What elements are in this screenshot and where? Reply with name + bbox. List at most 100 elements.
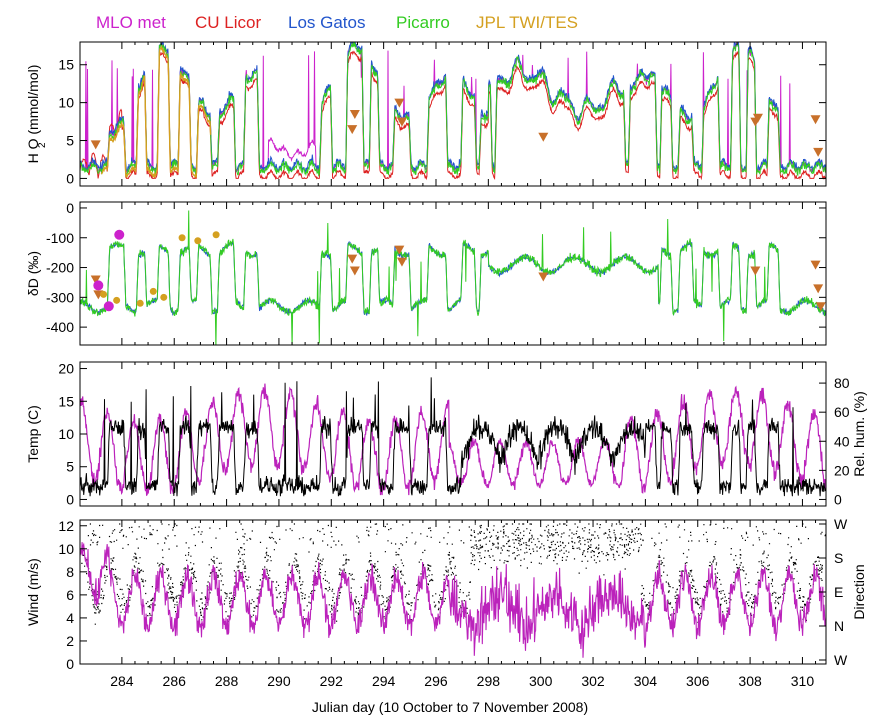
legend-los-gatos: Los Gatos — [288, 13, 366, 32]
y-tick-label: 10 — [58, 541, 74, 557]
jpl-dot — [136, 299, 144, 307]
x-tick-label: 298 — [477, 673, 501, 689]
x-tick-label: 288 — [215, 673, 239, 689]
panel-2-data — [80, 210, 826, 345]
jpl-dot — [160, 293, 168, 301]
y-tick-label: -300 — [46, 289, 74, 305]
y-tick-label: 5 — [66, 459, 74, 475]
series-mlo-met — [80, 42, 826, 174]
y-axis-label: Wind (m/s) — [25, 558, 41, 626]
x-tick-label: 306 — [686, 673, 710, 689]
y-tick-label: 5 — [66, 133, 74, 149]
tes-marker — [813, 284, 824, 294]
y-tick-label: 2 — [66, 633, 74, 649]
jpl-dot — [178, 234, 186, 242]
y-tick-label: 0 — [66, 656, 74, 672]
y-tick-label: -100 — [46, 230, 74, 246]
tes-marker — [90, 140, 101, 150]
jpl-dot — [113, 296, 121, 304]
right-y-tick-label: W — [834, 516, 848, 532]
legend-mlo-met: MLO met — [96, 13, 166, 32]
x-tick-label: 310 — [791, 673, 815, 689]
plot-frame — [79, 361, 827, 507]
series-temp — [80, 377, 826, 497]
tes-marker — [396, 257, 407, 267]
right-y-axis-label: Rel. hum. (%) — [851, 391, 867, 477]
series-rel-hum — [80, 383, 826, 497]
tes-marker — [394, 98, 405, 108]
tes-marker — [347, 125, 358, 135]
y-axis-label: δD (‰) — [25, 251, 41, 296]
y-tick-label: 8 — [66, 564, 74, 580]
tes-marker — [396, 117, 407, 127]
y-tick-label: -200 — [46, 260, 74, 276]
y-tick-label: 10 — [58, 426, 74, 442]
tes-marker — [394, 245, 405, 255]
x-tick-label: 292 — [320, 673, 344, 689]
panel-4: 0 2 4 6 8 10 12 W N E S W Wind (m/s) Direction 284 286 2… — [25, 516, 867, 689]
tes-marker — [815, 302, 826, 312]
x-tick-label: 302 — [581, 673, 605, 689]
right-y-tick-label: 60 — [834, 404, 850, 420]
right-y-tick-label: N — [834, 618, 844, 634]
x-tick-label: 290 — [267, 673, 291, 689]
y-tick-label: 0 — [66, 170, 74, 186]
panel-4-data — [80, 523, 826, 658]
tes-marker — [750, 266, 761, 276]
x-tick-label: 296 — [424, 673, 448, 689]
tes-marker — [349, 266, 360, 276]
tes-marker — [90, 275, 101, 285]
right-y-tick-label: 20 — [834, 462, 850, 478]
y-tick-label: 6 — [66, 587, 74, 603]
x-tick-label: 304 — [634, 673, 658, 689]
tes-marker — [813, 147, 824, 157]
right-y-tick-label: 80 — [834, 375, 850, 391]
y-tick-label: -400 — [46, 319, 74, 335]
right-y-tick-label: W — [834, 652, 848, 668]
panel-3-data — [80, 377, 826, 497]
tes-marker — [349, 110, 360, 119]
x-tick-label: 300 — [529, 673, 553, 689]
x-tick-label: 294 — [372, 673, 396, 689]
jpl-dot — [212, 231, 220, 239]
panel-3: 0 5 10 15 20 0 20 40 60 80 Temp (C) Rel. hum. (%) — [25, 361, 867, 508]
series-picarro — [80, 42, 826, 177]
panel-1: 0 5 10 15 H O (mmol/mol)2 — [25, 41, 827, 187]
tes-marker — [538, 272, 549, 282]
series-picarro — [80, 210, 826, 345]
right-y-tick-label: 0 — [834, 491, 842, 507]
jpl-dot — [149, 287, 157, 295]
right-y-tick-label: 40 — [834, 433, 850, 449]
right-y-tick-label: S — [834, 550, 843, 566]
y-axis-label-sub: 2 — [37, 142, 48, 148]
jpl-dot — [100, 290, 108, 298]
tes-marker — [810, 115, 821, 125]
y-tick-label: 4 — [66, 610, 74, 626]
plot-frame — [79, 41, 827, 187]
series-cu-licor — [80, 50, 826, 181]
tes-marker — [810, 260, 821, 270]
plot-frame — [79, 201, 827, 346]
x-tick-label: 286 — [163, 673, 187, 689]
legend-cu-licor: CU Licor — [195, 13, 261, 32]
y-tick-label: 12 — [58, 518, 74, 534]
y-axis-label: H O (mmol/mol) — [25, 65, 41, 164]
y-axis-label: Temp (C) — [25, 405, 41, 463]
series-los-gatos — [80, 42, 826, 174]
y-tick-label: 15 — [58, 57, 74, 73]
legend: MLO met CU Licor Los Gatos Picarro JPL T… — [96, 13, 578, 32]
legend-jpl-twi-tes: JPL TWI/TES — [476, 13, 578, 32]
series-direction — [81, 523, 826, 625]
mlo-dot — [103, 301, 114, 312]
y-tick-label: 10 — [58, 95, 74, 111]
y-tick-label: 15 — [58, 393, 74, 409]
legend-picarro: Picarro — [396, 13, 450, 32]
series-jpl-twi-tes — [100, 45, 212, 179]
plot-frame — [79, 519, 827, 665]
x-tick-label: 284 — [110, 673, 134, 689]
x-axis-label: Julian day (10 October to 7 November 200… — [312, 699, 588, 715]
x-tick-label: 308 — [738, 673, 762, 689]
panel-1-data — [80, 42, 826, 181]
